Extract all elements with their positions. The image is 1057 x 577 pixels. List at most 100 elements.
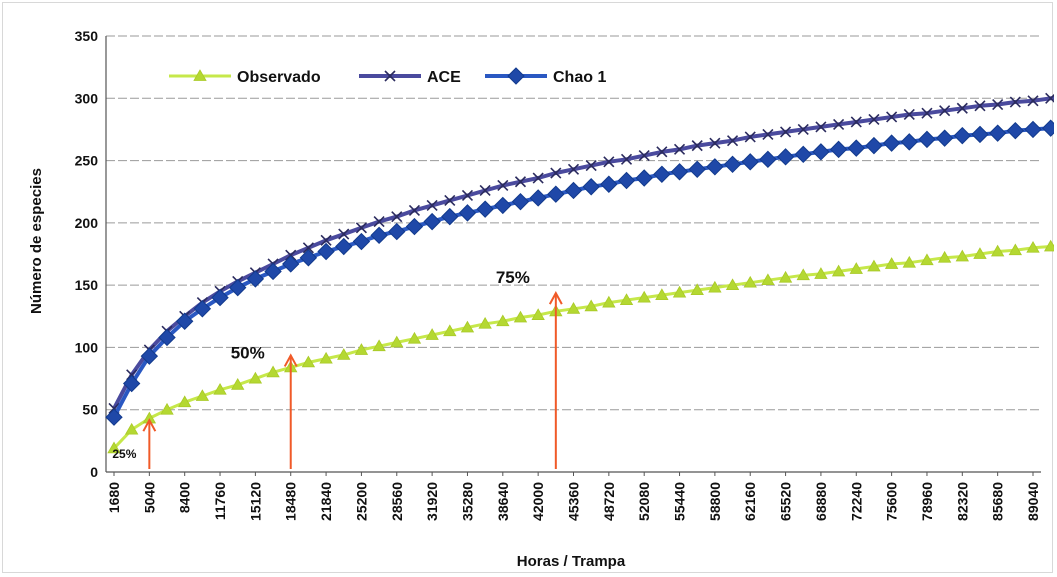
- observado-point: [955, 249, 969, 262]
- observado-point: [655, 288, 669, 301]
- ace-point: [691, 140, 703, 152]
- ace-point: [673, 143, 686, 155]
- x-tick-label: 1680: [106, 482, 122, 513]
- observado-point: [884, 257, 899, 269]
- chao1-point: [670, 163, 689, 181]
- axis-layer: Número de especies Horas / Trampa 0 50 100…: [28, 28, 1041, 570]
- ace-point: [1045, 92, 1054, 104]
- ace-point: [320, 234, 332, 246]
- y-tick-label: 150: [75, 277, 99, 293]
- ace-point: [921, 107, 933, 119]
- observado-point: [796, 268, 810, 281]
- ace-point: [886, 111, 898, 123]
- x-tick-label: 42000: [530, 482, 546, 521]
- observado-point: [319, 351, 333, 364]
- chao1-point: [865, 136, 883, 155]
- observado-point: [513, 310, 528, 323]
- observado-point: [531, 308, 545, 320]
- observado-point: [708, 280, 722, 293]
- observado-point: [602, 295, 616, 308]
- x-tick-label: 78960: [919, 482, 935, 521]
- ace-point: [992, 98, 1004, 111]
- legend-item-observado: Observado: [169, 69, 321, 86]
- chao1-point: [105, 408, 123, 426]
- y-axis-title: Número de especies: [28, 168, 45, 314]
- x-tick-label: 68880: [813, 482, 829, 521]
- observado-point: [107, 441, 121, 454]
- chao1-point: [706, 158, 724, 176]
- chao1-point: [741, 153, 759, 171]
- annotation-arrowhead: [283, 353, 298, 367]
- chao1-point: [229, 278, 247, 297]
- x-tick-label: 38640: [495, 482, 511, 521]
- chao1-point: [494, 196, 512, 215]
- chao1-point: [547, 185, 565, 203]
- ace-point: [338, 228, 350, 240]
- y-tick-label: 0: [90, 464, 98, 480]
- ace-point: [762, 128, 774, 140]
- observado-point: [1008, 243, 1023, 256]
- annotation-layer: 25% 50% 75%: [112, 268, 563, 469]
- chao1-point: [158, 328, 176, 347]
- series-line: [112, 125, 1054, 419]
- ace-point: [974, 100, 986, 112]
- legend: Observado ACE Chao 1: [169, 67, 606, 86]
- ace-point: [479, 184, 491, 197]
- observado-point: [937, 250, 952, 263]
- observado-point: [460, 320, 475, 333]
- x-tick-label: 11760: [212, 482, 228, 520]
- x-tick-label: 15120: [247, 482, 263, 521]
- ace-point: [285, 249, 297, 261]
- x-tick-label: 82320: [954, 482, 970, 521]
- chao1-point: [653, 165, 671, 183]
- x-tick-label: 85680: [990, 482, 1006, 521]
- observado-point: [778, 270, 793, 283]
- y-tick-label: 250: [75, 153, 99, 169]
- observado-point: [337, 348, 351, 360]
- y-tick-label: 300: [75, 90, 99, 106]
- ace-point: [939, 105, 951, 117]
- chao1-point: [529, 189, 547, 207]
- chao1-point: [193, 300, 212, 318]
- x-tick-label: 48720: [601, 482, 617, 521]
- chao1-point: [246, 270, 265, 288]
- observado-point: [990, 244, 1005, 257]
- chao1-point: [882, 134, 901, 152]
- annotation-arrowhead: [548, 291, 563, 305]
- chao1-point: [299, 249, 318, 267]
- chao1-point: [759, 150, 777, 169]
- legend-label: Observado: [237, 69, 321, 86]
- series-line: [112, 244, 1054, 450]
- chao1-point: [582, 178, 600, 196]
- observado-point: [725, 278, 740, 291]
- chao1-point: [829, 140, 848, 159]
- observado-point: [831, 264, 846, 277]
- ace-point: [780, 126, 792, 138]
- observado-point: [1026, 240, 1040, 253]
- series-ace: [108, 92, 1054, 415]
- observado-point: [372, 339, 386, 352]
- ace-point: [373, 216, 385, 228]
- series-layer: [105, 92, 1054, 454]
- observado-point: [584, 299, 598, 312]
- x-tick-label: 75600: [884, 482, 900, 521]
- chao1-point: [776, 148, 795, 166]
- ace-point: [514, 176, 527, 188]
- observado-point: [496, 314, 510, 327]
- observado-point: [160, 402, 174, 415]
- annotation-50-percent: 50%: [231, 343, 298, 469]
- x-tick-label: 45360: [566, 482, 582, 521]
- observado-point: [193, 69, 207, 81]
- ace-point: [903, 108, 915, 121]
- chao1-point: [282, 255, 300, 273]
- ace-point: [1027, 95, 1039, 107]
- chao1-point: [688, 160, 706, 178]
- observado-point: [814, 267, 828, 279]
- series-line: [112, 96, 1054, 410]
- observado-point: [672, 285, 687, 298]
- ace-point: [384, 70, 396, 82]
- observado-point: [178, 395, 192, 408]
- chao1-point: [405, 217, 424, 236]
- observado-point: [407, 331, 422, 344]
- ace-point: [726, 135, 739, 147]
